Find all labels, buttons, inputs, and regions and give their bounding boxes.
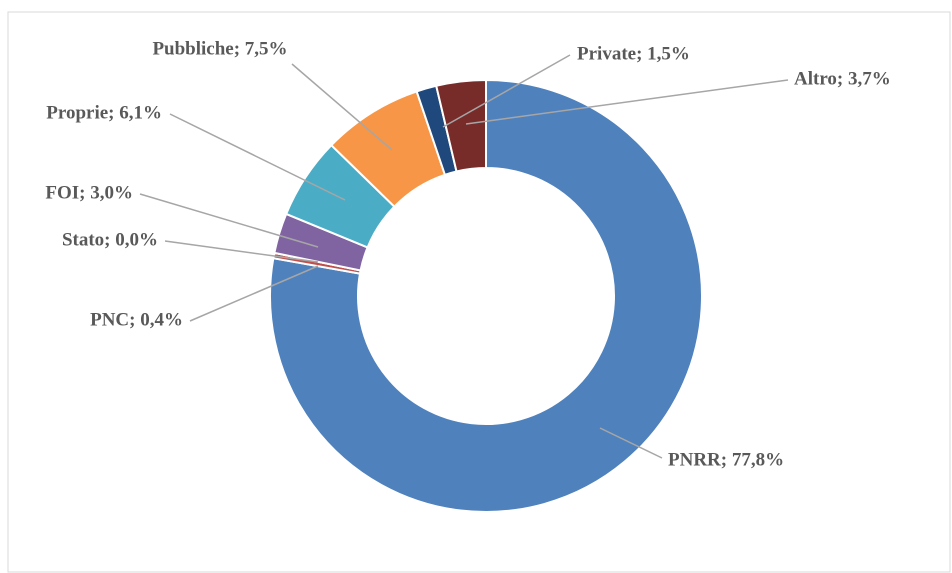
leader-line <box>465 79 789 125</box>
data-label: Stato; 0,0% <box>62 229 158 250</box>
leader-line <box>442 54 571 128</box>
data-label: PNC; 0,4% <box>90 309 183 330</box>
data-label: PNRR; 77,8% <box>668 449 784 470</box>
data-label: Altro; 3,7% <box>794 68 891 89</box>
data-label: Proprie; 6,1% <box>46 102 162 123</box>
leader-line <box>164 240 319 263</box>
leader-line <box>139 193 319 248</box>
donut-slice <box>269 78 703 513</box>
data-label: FOI; 3,0% <box>45 182 133 203</box>
leader-line <box>291 63 393 151</box>
leader-line <box>169 113 346 201</box>
donut-slice <box>435 78 487 173</box>
leader-line <box>189 265 319 322</box>
data-label: Pubbliche; 7,5% <box>152 38 287 59</box>
leader-line <box>599 427 663 459</box>
data-label: Private; 1,5% <box>577 43 690 64</box>
